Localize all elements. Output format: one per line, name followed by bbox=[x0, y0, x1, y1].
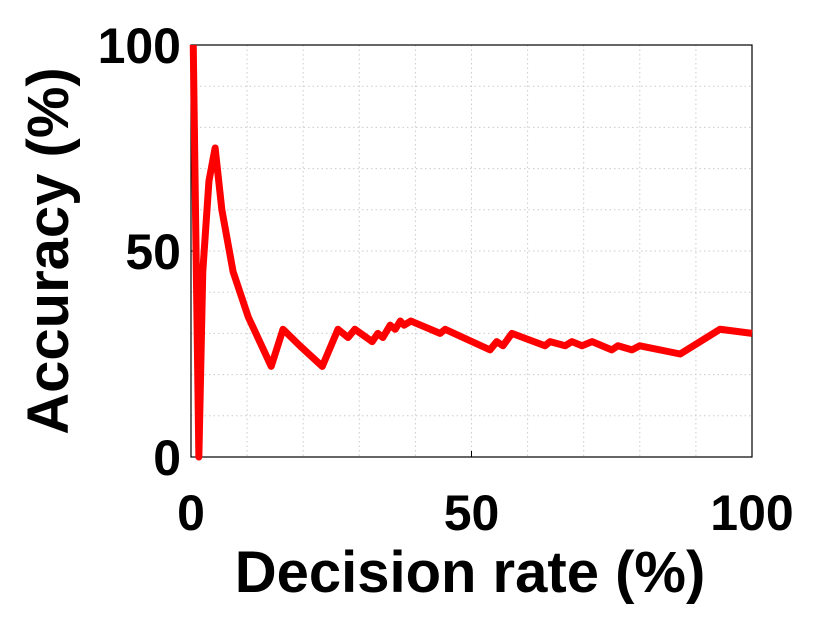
data-line bbox=[189, 44, 753, 461]
plot-frame bbox=[190, 44, 753, 458]
x-tick-label: 0 bbox=[177, 485, 205, 541]
y-tick-label: 100 bbox=[98, 18, 181, 74]
x-tick-label: 50 bbox=[444, 485, 500, 541]
y-tick-label: 50 bbox=[125, 224, 181, 280]
y-tick-label: 0 bbox=[153, 430, 181, 486]
y-axis-label: Accuracy (%) bbox=[16, 67, 81, 434]
x-axis-label: Decision rate (%) bbox=[235, 540, 706, 605]
x-tick-label: 100 bbox=[710, 485, 793, 541]
